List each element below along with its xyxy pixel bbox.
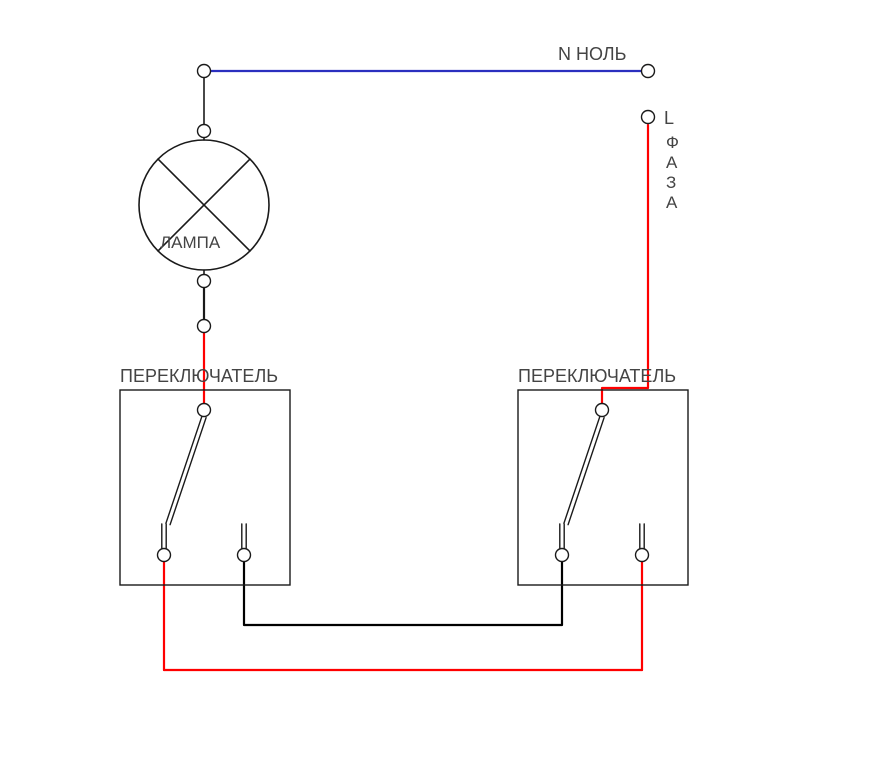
wire-phase (602, 125, 648, 403)
switch-right-blade-a (564, 416, 600, 523)
wiring-diagram: N НОЛЬLФАЗАЛАМПАПЕРЕКЛЮЧАТЕЛЬПЕРЕКЛЮЧАТЕ… (0, 0, 880, 768)
label-phase-vert-3: А (666, 193, 678, 212)
label-switch-right: ПЕРЕКЛЮЧАТЕЛЬ (518, 366, 676, 386)
switch-left-blade-b (170, 418, 206, 525)
switch-left-blade-a (166, 416, 202, 523)
terminal-lamp_top (198, 125, 211, 138)
terminal-sw2_top (596, 404, 609, 417)
label-lamp: ЛАМПА (160, 233, 221, 252)
terminal-sw2_br (636, 549, 649, 562)
label-neutral: N НОЛЬ (558, 44, 626, 64)
label-switch-left: ПЕРЕКЛЮЧАТЕЛЬ (120, 366, 278, 386)
label-phase-vert-1: А (666, 153, 678, 172)
terminal-sw1_top (198, 404, 211, 417)
terminal-sw1_bl (158, 549, 171, 562)
terminal-sw2_bl (556, 549, 569, 562)
label-phase-vert-0: Ф (666, 133, 679, 152)
terminal-lamp_wire_mid (198, 320, 211, 333)
switch-right-blade-b (568, 418, 604, 525)
terminal-top_left (198, 65, 211, 78)
terminal-lamp_bottom (198, 275, 211, 288)
label-phase-vert-2: З (666, 173, 676, 192)
terminal-sw1_br (238, 549, 251, 562)
label-phase-L: L (664, 108, 674, 128)
wire-traveler-inner (244, 562, 562, 625)
terminal-top_right (642, 65, 655, 78)
terminal-phase_top (642, 111, 655, 124)
